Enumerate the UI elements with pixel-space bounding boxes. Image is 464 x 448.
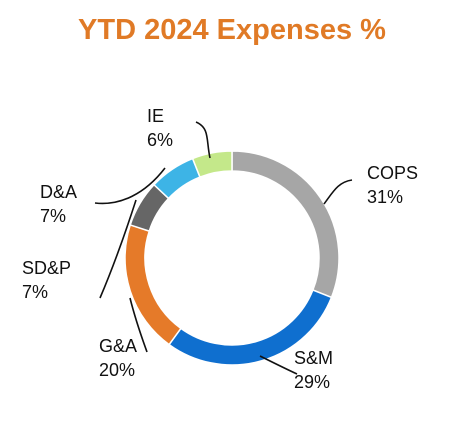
leader-line-da [94,167,166,205]
donut-slice-ie [191,150,233,179]
label-sdp-value: 7% [22,282,49,302]
label-ie-name: IE [147,106,165,126]
leader-line-ga [129,297,148,353]
chart-title: YTD 2024 Expenses % [78,14,386,46]
leader-line-sdp [99,199,137,299]
leader-line-cops [323,179,353,205]
label-sm-name: S&M [294,348,334,368]
label-sm-value: 29% [294,372,331,392]
donut-slice-cops [231,150,340,299]
label-da: D&A 7% [40,180,77,228]
label-da-value: 7% [40,206,67,226]
label-cops: COPS 31% [367,161,418,209]
label-da-name: D&A [40,182,78,202]
leader-line-ie [195,121,211,159]
leader-line-sm [259,355,298,375]
donut-slice-ga [124,223,182,346]
label-cops-name: COPS [367,163,419,183]
label-ie-value: 6% [147,130,174,150]
label-sm: S&M 29% [294,346,333,394]
label-sdp: SD&P 7% [22,256,71,304]
label-sdp-name: SD&P [22,258,72,278]
label-ga: G&A 20% [99,334,137,382]
label-ga-value: 20% [99,360,136,380]
label-ga-name: G&A [99,336,138,356]
label-cops-value: 31% [367,187,404,207]
label-ie: IE 6% [147,104,173,152]
